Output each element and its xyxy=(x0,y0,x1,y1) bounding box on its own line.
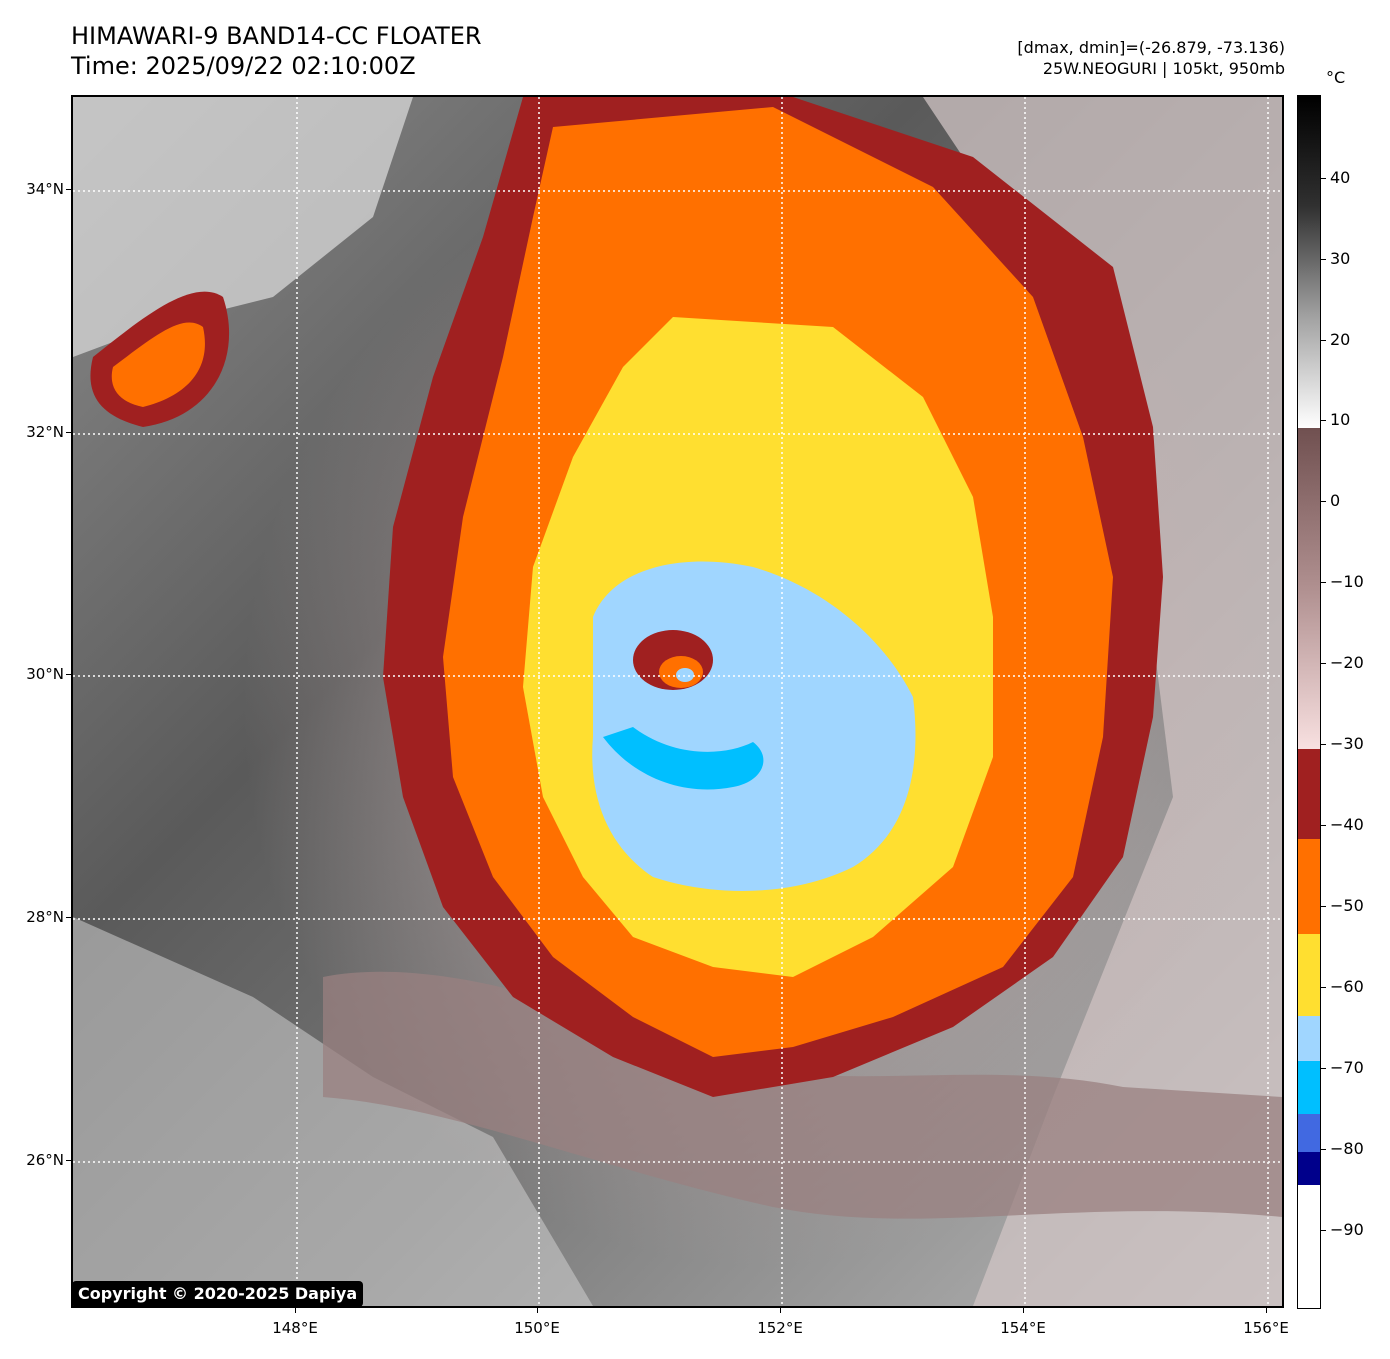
colorbar-label-0: 0 xyxy=(1330,491,1341,510)
colorbar-label-minus70: −70 xyxy=(1330,1058,1364,1077)
colorbar-pink-segment xyxy=(1298,428,1320,749)
colorbar-tick xyxy=(1321,663,1326,664)
colorbar-tick xyxy=(1321,259,1326,260)
colorbar xyxy=(1297,95,1321,1309)
colorbar-tick xyxy=(1321,906,1326,907)
lat-tick-28 xyxy=(66,917,71,918)
cloud-top-band-minus75 xyxy=(603,727,764,790)
lat-label-28: 28°N xyxy=(26,908,64,926)
colorbar-label-minus50: −50 xyxy=(1330,896,1364,915)
lat-label-30: 30°N xyxy=(26,665,64,683)
colorbar-tick xyxy=(1321,340,1326,341)
colorbar-label-30: 30 xyxy=(1330,249,1351,268)
colorbar-label-minus90: −90 xyxy=(1330,1220,1364,1239)
colorbar-gray-segment xyxy=(1298,96,1320,428)
graticule xyxy=(73,97,1282,1306)
lat-tick-30 xyxy=(66,674,71,675)
satellite-imagery xyxy=(73,97,1282,1306)
colorbar-tick xyxy=(1321,582,1326,583)
colorbar-label-minus80: −80 xyxy=(1330,1139,1364,1158)
cloud-region-northwest xyxy=(73,97,413,357)
colorbar-label-minus40: −40 xyxy=(1330,815,1364,834)
lon-tick-148 xyxy=(295,1308,296,1313)
lat-label-34: 34°N xyxy=(26,180,64,198)
colorbar-cyan-segment xyxy=(1298,1061,1320,1114)
lat-tick-32 xyxy=(66,432,71,433)
colorbar-lightblue-segment xyxy=(1298,1016,1320,1061)
lon-label-154: 154°E xyxy=(1000,1319,1046,1337)
colorbar-label-minus60: −60 xyxy=(1330,977,1364,996)
colorbar-label-minus20: −20 xyxy=(1330,653,1364,672)
colorbar-tick xyxy=(1321,178,1326,179)
colorbar-tick xyxy=(1321,501,1326,502)
lat-label-32: 32°N xyxy=(26,423,64,441)
colorbar-tick xyxy=(1321,987,1326,988)
colorbar-tick xyxy=(1321,1230,1326,1231)
rainband-south xyxy=(323,971,1282,1219)
lon-tick-156 xyxy=(1266,1308,1267,1313)
storm-info-text: 25W.NEOGURI | 105kt, 950mb xyxy=(1042,59,1285,78)
colorbar-orange-segment xyxy=(1298,839,1320,934)
lon-label-148: 148°E xyxy=(272,1319,318,1337)
satellite-map xyxy=(71,95,1284,1308)
cloud-region-southwest xyxy=(73,917,593,1306)
lon-label-156: 156°E xyxy=(1243,1319,1289,1337)
colorbar-unit: °C xyxy=(1326,68,1346,87)
lat-label-26: 26°N xyxy=(26,1151,64,1169)
colorbar-navy-segment xyxy=(1298,1152,1320,1185)
lon-label-150: 150°E xyxy=(514,1319,560,1337)
colorbar-tick xyxy=(1321,1068,1326,1069)
colorbar-tick xyxy=(1321,420,1326,421)
temperature-range-text: [dmax, dmin]=(-26.879, -73.136) xyxy=(1017,38,1285,57)
colorbar-tick xyxy=(1321,744,1326,745)
colorbar-scale xyxy=(1298,96,1320,1308)
lon-tick-154 xyxy=(1023,1308,1024,1313)
colorbar-tick xyxy=(1321,1149,1326,1150)
colorbar-label-minus10: −10 xyxy=(1330,572,1364,591)
eye xyxy=(676,668,694,682)
colorbar-yellow-segment xyxy=(1298,934,1320,1016)
map-title: HIMAWARI-9 BAND14-CC FLOATER xyxy=(71,22,482,50)
colorbar-label-10: 10 xyxy=(1330,410,1351,429)
colorbar-tick xyxy=(1321,825,1326,826)
lon-tick-152 xyxy=(780,1308,781,1313)
map-time: Time: 2025/09/22 02:10:00Z xyxy=(71,52,416,80)
colorbar-label-40: 40 xyxy=(1330,168,1351,187)
colorbar-white-segment xyxy=(1298,1185,1320,1308)
colorbar-label-minus30: −30 xyxy=(1330,734,1364,753)
convection-core-northwest xyxy=(111,322,205,407)
lat-tick-34 xyxy=(66,189,71,190)
colorbar-red-segment xyxy=(1298,749,1320,839)
lon-label-152: 152°E xyxy=(757,1319,803,1337)
colorbar-blue-segment xyxy=(1298,1114,1320,1152)
lat-tick-26 xyxy=(66,1160,71,1161)
colorbar-label-20: 20 xyxy=(1330,330,1351,349)
copyright-notice: Copyright © 2020-2025 Dapiya xyxy=(72,1281,364,1307)
lon-tick-150 xyxy=(537,1308,538,1313)
